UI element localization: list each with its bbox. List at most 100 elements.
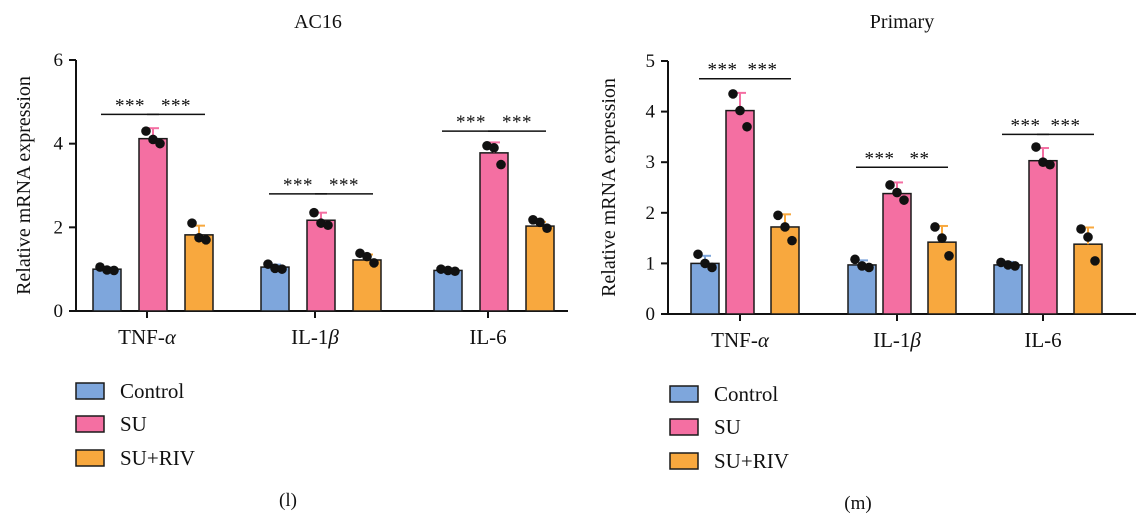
data-point — [1090, 256, 1100, 266]
y-tick-label: 4 — [54, 134, 64, 155]
data-point — [1010, 261, 1020, 271]
significance-label: *** — [456, 112, 486, 133]
x-tick-label: IL-6 — [1024, 328, 1061, 352]
legend-swatch — [75, 449, 105, 467]
data-point — [270, 263, 280, 274]
bar-su — [1028, 159, 1058, 315]
data-point — [155, 138, 165, 149]
significance-label: *** — [748, 60, 778, 81]
panel-label: (m) — [844, 493, 871, 514]
chart-title: Primary — [870, 11, 934, 33]
data-point — [535, 217, 545, 228]
y-tick-label: 0 — [646, 304, 656, 325]
data-point — [728, 89, 738, 99]
data-point — [1045, 159, 1055, 170]
significance-label: ** — [910, 148, 930, 169]
data-point — [443, 265, 453, 276]
significance-label: *** — [329, 175, 359, 196]
bar-control — [433, 269, 463, 312]
data-point — [899, 195, 909, 205]
data-point — [864, 262, 874, 273]
data-point — [489, 143, 499, 153]
data-point — [937, 233, 947, 243]
panel-label: (l) — [279, 490, 297, 511]
significance-label: *** — [865, 148, 895, 169]
data-point — [693, 249, 703, 260]
y-tick-label: 1 — [646, 253, 656, 274]
data-point — [148, 134, 158, 145]
data-point — [109, 265, 119, 276]
legend-label: Control — [714, 382, 778, 406]
data-point — [496, 159, 506, 170]
bar-control — [993, 264, 1023, 315]
x-tick-label: TNF-α — [118, 325, 177, 349]
data-point — [323, 220, 333, 231]
data-point — [787, 235, 797, 246]
panel-m: Primary Relative mRNA expression 0 1 2 3 4 5 TNF… — [598, 11, 1136, 514]
significance-label: *** — [283, 175, 313, 196]
data-point — [141, 126, 151, 136]
bar-su-riv — [352, 259, 382, 312]
bar-su — [138, 137, 168, 312]
data-point — [201, 235, 211, 245]
significance-label: *** — [708, 60, 738, 81]
data-point — [773, 210, 783, 221]
bar-control — [260, 266, 290, 312]
data-point — [263, 259, 273, 269]
panel-l: AC16 Relative mRNA expression 0 2 4 6 TNF-α IL-… — [13, 11, 568, 511]
y-tick-label: 3 — [646, 152, 656, 173]
significance-label: *** — [1051, 115, 1081, 136]
legend-swatch — [75, 382, 105, 400]
bar-su-riv — [1073, 243, 1103, 315]
x-tick-label: IL-1β — [873, 328, 921, 352]
data-point — [885, 180, 895, 190]
x-tick-label: IL-1β — [291, 325, 339, 349]
data-point — [944, 251, 954, 261]
chart-title: AC16 — [294, 11, 342, 33]
data-point — [450, 266, 460, 277]
data-point — [187, 218, 197, 228]
bar-su — [306, 219, 336, 312]
data-point — [1003, 260, 1013, 270]
y-tick-label: 0 — [54, 301, 64, 322]
legend-swatch — [669, 418, 699, 436]
legend-swatch — [669, 385, 699, 403]
data-point — [362, 251, 372, 262]
significance-label: *** — [1011, 115, 1041, 136]
x-tick-label: TNF-α — [711, 328, 770, 352]
y-axis-label: Relative mRNA expression — [13, 76, 35, 295]
legend-label: SU+RIV — [120, 446, 195, 470]
significance-label: *** — [502, 112, 532, 133]
data-point — [369, 258, 379, 268]
bar-su — [882, 192, 912, 315]
data-point — [700, 258, 710, 269]
data-point — [780, 222, 790, 232]
legend-label: SU+RIV — [714, 449, 789, 473]
y-tick-label: 4 — [646, 102, 656, 123]
bar-control — [92, 268, 122, 312]
y-tick-label: 5 — [646, 51, 656, 72]
significance-label: *** — [115, 95, 145, 116]
legend-swatch — [75, 415, 105, 433]
x-tick-label: IL-6 — [469, 325, 506, 349]
legend-label: Control — [120, 379, 184, 403]
y-tick-label: 2 — [54, 217, 64, 238]
bar-su — [725, 109, 755, 315]
bar-su-riv — [184, 234, 214, 312]
y-tick-label: 6 — [54, 50, 64, 71]
legend-label: SU — [120, 412, 147, 436]
data-point — [1076, 224, 1086, 234]
bar-su — [479, 152, 509, 312]
data-point — [309, 207, 319, 218]
data-point — [1031, 142, 1041, 152]
bar-control — [847, 264, 877, 315]
data-point — [742, 121, 752, 132]
data-point — [707, 262, 717, 273]
significance-label: *** — [161, 95, 191, 116]
data-point — [892, 187, 902, 198]
y-tick-label: 2 — [646, 203, 656, 224]
legend-swatch — [669, 452, 699, 470]
data-point — [850, 254, 860, 265]
data-point — [277, 264, 287, 274]
